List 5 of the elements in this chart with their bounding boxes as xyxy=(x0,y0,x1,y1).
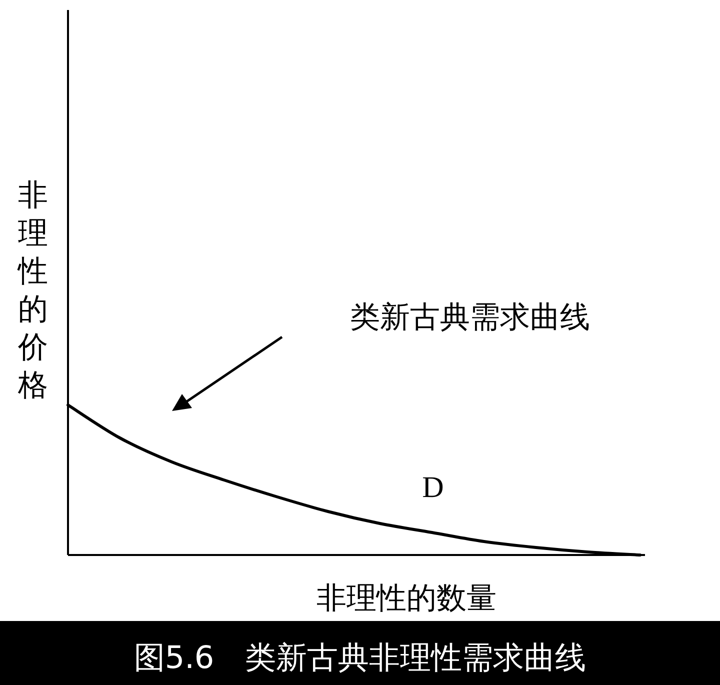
x-axis-title: 非理性的数量 xyxy=(316,581,496,616)
caption: 图5.6 类新古典非理性需求曲线 xyxy=(134,640,586,676)
annotation: D xyxy=(422,471,444,504)
text: 类新古典需求曲线 xyxy=(350,300,590,335)
y-axis-title: 非理性的价格 xyxy=(17,178,48,403)
